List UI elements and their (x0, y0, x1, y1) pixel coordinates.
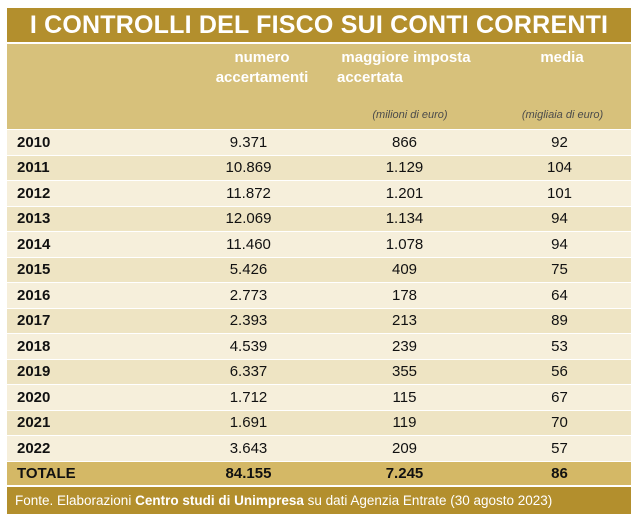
source-prefix: Fonte. Elaborazioni (15, 492, 136, 508)
row-media: 64 (551, 286, 568, 304)
row-year: 2015 (17, 261, 51, 279)
row-media: 70 (551, 414, 568, 432)
row-media: 92 (551, 133, 568, 151)
col3-header-line1: media (540, 49, 584, 66)
row-year: 2016 (17, 286, 51, 304)
table-row: 2012 11.872 1.201 101 (7, 180, 631, 206)
row-accertamenti: 11.872 (226, 184, 271, 202)
row-year: 2014 (17, 235, 51, 253)
row-imposta: 209 (391, 439, 418, 457)
total-label: TOTALE (17, 464, 76, 482)
row-accertamenti: 5.426 (229, 261, 268, 279)
row-year: 2011 (17, 159, 50, 177)
row-media: 94 (551, 235, 568, 253)
col2-header-line2: accertata (337, 69, 403, 86)
row-media: 94 (551, 210, 568, 228)
row-imposta: 1.134 (385, 210, 424, 228)
row-accertamenti: 1.691 (229, 414, 268, 432)
row-imposta: 239 (391, 337, 418, 355)
total-accertamenti: 84.155 (225, 464, 272, 482)
table-row: 2015 5.426 409 75 (7, 256, 631, 282)
table-row: 2022 3.643 209 57 (7, 435, 631, 461)
col1-header-line2: accertamenti (215, 69, 309, 86)
row-imposta: 213 (391, 312, 418, 330)
table-infographic: I CONTROLLI DEL FISCO SUI CONTI CORRENTI… (7, 6, 631, 514)
row-accertamenti: 4.539 (229, 337, 268, 355)
row-year: 2013 (17, 210, 51, 228)
col2-unit: (milioni di euro) (372, 109, 448, 121)
source-note: Fonte. Elaborazioni Centro studi di Unim… (7, 484, 631, 514)
col2-header: maggiore imposta accertata (329, 48, 483, 88)
table-title: I CONTROLLI DEL FISCO SUI CONTI CORRENTI (7, 6, 631, 42)
row-media: 101 (546, 184, 573, 202)
row-imposta: 115 (392, 388, 417, 406)
source-suffix: su dati Agenzia Entrate (30 agosto 2023) (303, 492, 553, 508)
col1-header-line1: numero (234, 49, 290, 66)
source-bold: Centro studi di Unimpresa (135, 492, 304, 508)
col3-header: media (502, 48, 622, 68)
row-year: 2020 (17, 388, 51, 406)
row-accertamenti: 2.773 (229, 286, 268, 304)
row-imposta: 409 (391, 261, 418, 279)
row-media: 53 (551, 337, 568, 355)
row-media: 67 (551, 388, 568, 406)
col3-unit: (migliaia di euro) (521, 109, 604, 121)
table-row: 2014 11.460 1.078 94 (7, 231, 631, 257)
table-row: 2018 4.539 239 53 (7, 333, 631, 359)
row-media: 57 (551, 439, 568, 457)
table-body: 2010 9.371 866 92 2011 10.869 1.129 104 2012 11.8… (7, 129, 631, 461)
row-accertamenti: 10.869 (225, 159, 272, 177)
row-year: 2012 (17, 184, 51, 202)
row-accertamenti: 6.337 (229, 363, 268, 381)
table-row: 2011 10.869 1.129 104 (7, 154, 631, 180)
row-year: 2021 (17, 414, 51, 432)
row-media: 56 (551, 363, 568, 381)
row-accertamenti: 9.371 (229, 133, 268, 151)
row-imposta: 1.078 (385, 235, 424, 253)
row-imposta: 355 (391, 363, 418, 381)
row-media: 75 (551, 261, 568, 279)
row-accertamenti: 12.069 (225, 210, 272, 228)
total-media: 86 (551, 464, 568, 482)
row-imposta: 178 (391, 286, 418, 304)
row-accertamenti: 11.460 (226, 235, 271, 253)
table-row: 2013 12.069 1.134 94 (7, 205, 631, 231)
table-row: 2017 2.393 213 89 (7, 307, 631, 333)
total-imposta: 7.245 (385, 464, 424, 482)
col2-header-line1: maggiore imposta (341, 49, 471, 66)
row-imposta: 1.201 (385, 184, 424, 202)
table-row: 2020 1.712 115 67 (7, 384, 631, 410)
row-imposta: 1.129 (385, 159, 424, 177)
row-year: 2017 (17, 312, 51, 330)
row-year: 2019 (17, 363, 51, 381)
row-imposta: 119 (392, 414, 417, 432)
row-accertamenti: 1.712 (229, 388, 268, 406)
row-imposta: 866 (391, 133, 418, 151)
row-accertamenti: 3.643 (229, 439, 268, 457)
row-media: 89 (551, 312, 568, 330)
col1-header: numero accertamenti (197, 48, 327, 88)
row-year: 2018 (17, 337, 51, 355)
row-year: 2022 (17, 439, 51, 457)
table-row: 2010 9.371 866 92 (7, 129, 631, 155)
row-year: 2010 (17, 133, 51, 151)
table-header: numero accertamenti maggiore imposta acc… (7, 42, 631, 129)
table-row: 2021 1.691 119 70 (7, 409, 631, 435)
row-media: 104 (546, 159, 573, 177)
total-row: TOTALE 84.155 7.245 86 (7, 460, 631, 485)
table-row: 2016 2.773 178 64 (7, 282, 631, 308)
row-accertamenti: 2.393 (229, 312, 268, 330)
table-row: 2019 6.337 355 56 (7, 358, 631, 384)
